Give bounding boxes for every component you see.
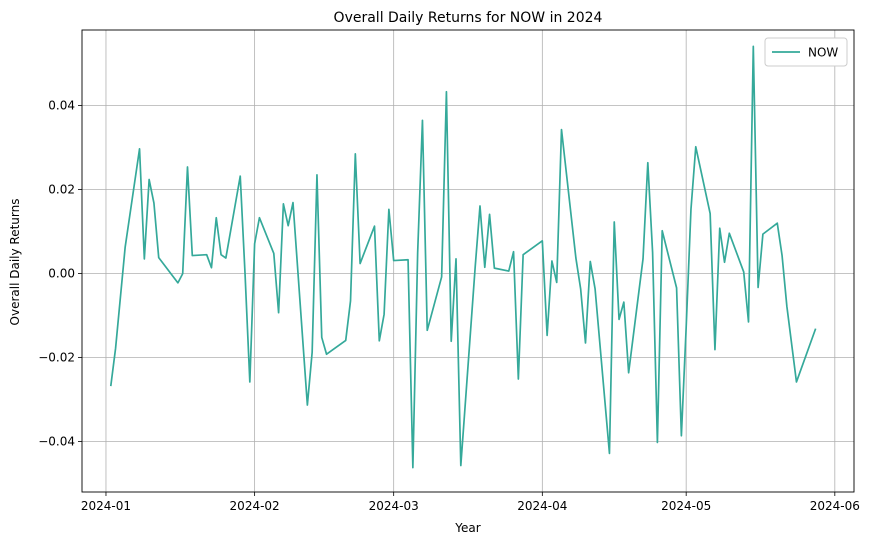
legend: NOW [764, 37, 848, 67]
horizontal-gridlines [82, 105, 854, 443]
x-tick-label: 2024-04 [517, 499, 567, 513]
y-axis-ticks: −0.04 −0.02 0.00 0.02 0.04 [38, 99, 82, 449]
chart-title: Overall Daily Returns for NOW in 2024 [334, 10, 603, 26]
y-tick-label: −0.04 [38, 435, 75, 449]
y-tick-label: 0.04 [48, 99, 75, 113]
series-line-NOW [109, 45, 817, 469]
x-axis-label: Year [454, 521, 480, 535]
x-tick-label: 2024-01 [81, 499, 131, 513]
plot-area [82, 30, 854, 492]
x-tick-label: 2024-02 [230, 499, 280, 513]
y-tick-label: 0.02 [48, 183, 75, 197]
axes-frame [81, 29, 855, 493]
x-tick-label: 2024-06 [810, 499, 860, 513]
legend-box [764, 37, 848, 67]
y-tick-label: −0.02 [38, 351, 75, 365]
x-axis-ticks: 2024-01 2024-02 2024-03 2024-04 2024-05 2024-… [81, 492, 860, 513]
y-tick-label: 0.00 [48, 267, 75, 281]
y-axis-label: Overall Daily Returns [8, 199, 22, 326]
legend-label-NOW: NOW [808, 46, 838, 60]
x-tick-label: 2024-05 [661, 499, 711, 513]
x-tick-label: 2024-03 [369, 499, 419, 513]
